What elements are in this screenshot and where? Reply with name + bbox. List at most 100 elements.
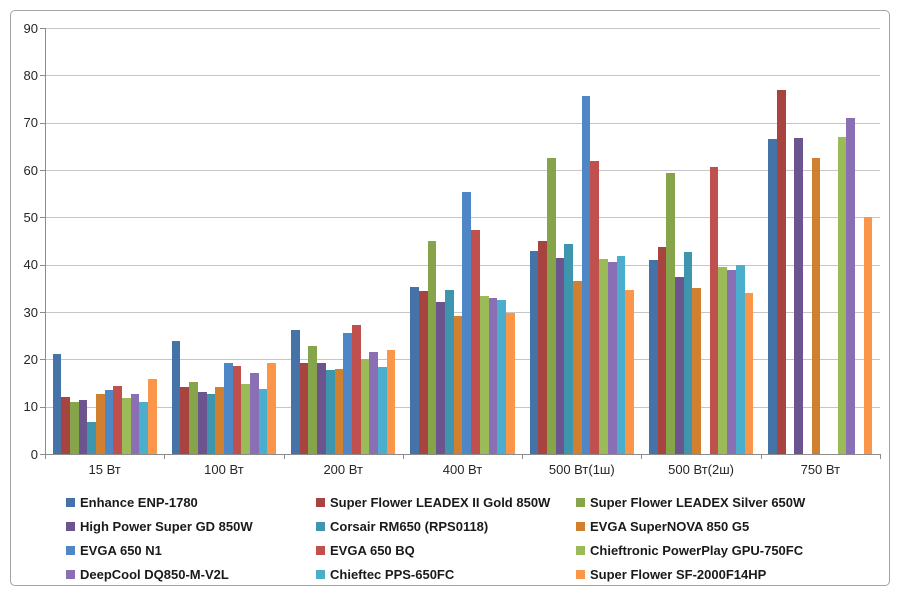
legend-item-label: Super Flower LEADEX Silver 650W [590, 494, 806, 510]
bar-group [284, 28, 403, 454]
bar [308, 346, 318, 454]
legend-item: Enhance ENP-1780 [66, 490, 316, 514]
gridline [45, 75, 880, 77]
gridline [45, 122, 880, 124]
legend-swatch-icon [576, 569, 585, 579]
y-axis-tick [40, 122, 45, 124]
bar [564, 243, 574, 454]
bar [258, 389, 268, 454]
legend-item: EVGA 650 BQ [316, 538, 576, 562]
x-axis-category-label: 15 Вт [88, 462, 121, 477]
x-axis-category-label: 500 Вт(2ш) [668, 462, 734, 477]
bar [599, 259, 608, 454]
bar [471, 230, 480, 454]
x-axis-category-label: 200 Вт [323, 462, 363, 477]
bar [334, 368, 344, 454]
bar [735, 264, 745, 454]
legend-item-label: DeepCool DQ850-M-V2L [80, 566, 229, 582]
bar [692, 287, 702, 454]
bar [709, 166, 719, 454]
bar-group [403, 28, 522, 454]
legend-swatch-icon [316, 521, 325, 531]
legend-item: Corsair RM650 (RPS0118) [316, 514, 576, 538]
legend-item-label: EVGA SuperNOVA 850 G5 [590, 518, 750, 534]
bar [291, 330, 300, 454]
y-axis-tick-label: 70 [23, 115, 38, 131]
bar [113, 385, 123, 454]
x-axis-tick [760, 454, 762, 459]
bar [436, 302, 446, 454]
legend-swatch-icon [576, 497, 585, 507]
y-axis-tick [40, 75, 45, 77]
legend-swatch-icon [66, 497, 75, 507]
legend-item-label: Super Flower SF-2000F14HP [590, 566, 767, 582]
y-axis-tick-label: 80 [23, 67, 38, 83]
legend-item-label: Corsair RM650 (RPS0118) [330, 518, 489, 534]
legend-item-label: Super Flower LEADEX II Gold 850W [330, 494, 551, 510]
bar [69, 401, 79, 454]
bar [648, 259, 658, 454]
bar [590, 160, 600, 454]
bar [223, 363, 233, 454]
legend-item: Super Flower LEADEX II Gold 850W [316, 490, 576, 514]
bar [95, 393, 105, 454]
bar [180, 386, 190, 454]
legend-item: High Power Super GD 850W [66, 514, 316, 538]
bar [776, 90, 786, 454]
bar [386, 349, 396, 454]
y-axis-tick-label: 40 [23, 257, 38, 273]
legend-swatch-icon [316, 497, 325, 507]
bar [343, 332, 352, 454]
legend-swatch-icon [576, 521, 585, 531]
x-axis-tick [641, 454, 643, 459]
bar [718, 267, 728, 454]
bar [837, 136, 847, 454]
legend-item-label: Chieftronic PowerPlay GPU-750FC [590, 542, 804, 558]
legend-item: Super Flower LEADEX Silver 650W [576, 490, 805, 514]
legend-item: Chieftec PPS-650FC [316, 562, 576, 586]
bar [863, 217, 873, 454]
bar [122, 398, 131, 454]
bar [232, 365, 242, 454]
bar [768, 139, 777, 454]
bar [538, 241, 548, 454]
y-axis-tick-label: 60 [23, 162, 38, 178]
bar [607, 261, 617, 454]
y-axis-tick [40, 454, 45, 455]
bar [130, 393, 140, 454]
x-axis-tick [522, 454, 524, 459]
bar [61, 396, 70, 454]
legend-item: EVGA 650 N1 [66, 538, 316, 562]
y-axis-tick [40, 170, 45, 171]
bar [625, 289, 634, 454]
bar [197, 392, 207, 454]
y-axis-tick-label: 30 [23, 304, 38, 320]
bar [78, 400, 88, 454]
bar [497, 299, 506, 454]
bar [215, 386, 224, 454]
bar [675, 276, 684, 454]
legend-swatch-icon [66, 545, 75, 555]
bar [573, 280, 582, 454]
bar [657, 246, 667, 454]
x-axis-tick [402, 454, 404, 459]
bar [360, 358, 370, 454]
legend-item-label: High Power Super GD 850W [80, 518, 253, 534]
bar [148, 378, 157, 454]
y-axis-tick-label: 90 [23, 20, 38, 36]
bar [52, 353, 62, 454]
bar [317, 363, 326, 454]
legend-swatch-icon [66, 521, 75, 531]
bar [87, 421, 96, 454]
bar-group [641, 28, 760, 454]
legend-item-label: Enhance ENP-1780 [80, 494, 198, 510]
bar-group [522, 28, 641, 454]
bar [453, 315, 463, 454]
bar [547, 158, 556, 454]
legend-item-label: EVGA 650 BQ [330, 542, 415, 558]
legend-swatch-icon [316, 545, 325, 555]
bar [529, 251, 539, 454]
legend-item: Super Flower SF-2000F14HP [576, 562, 805, 586]
y-axis-tick [40, 406, 45, 408]
